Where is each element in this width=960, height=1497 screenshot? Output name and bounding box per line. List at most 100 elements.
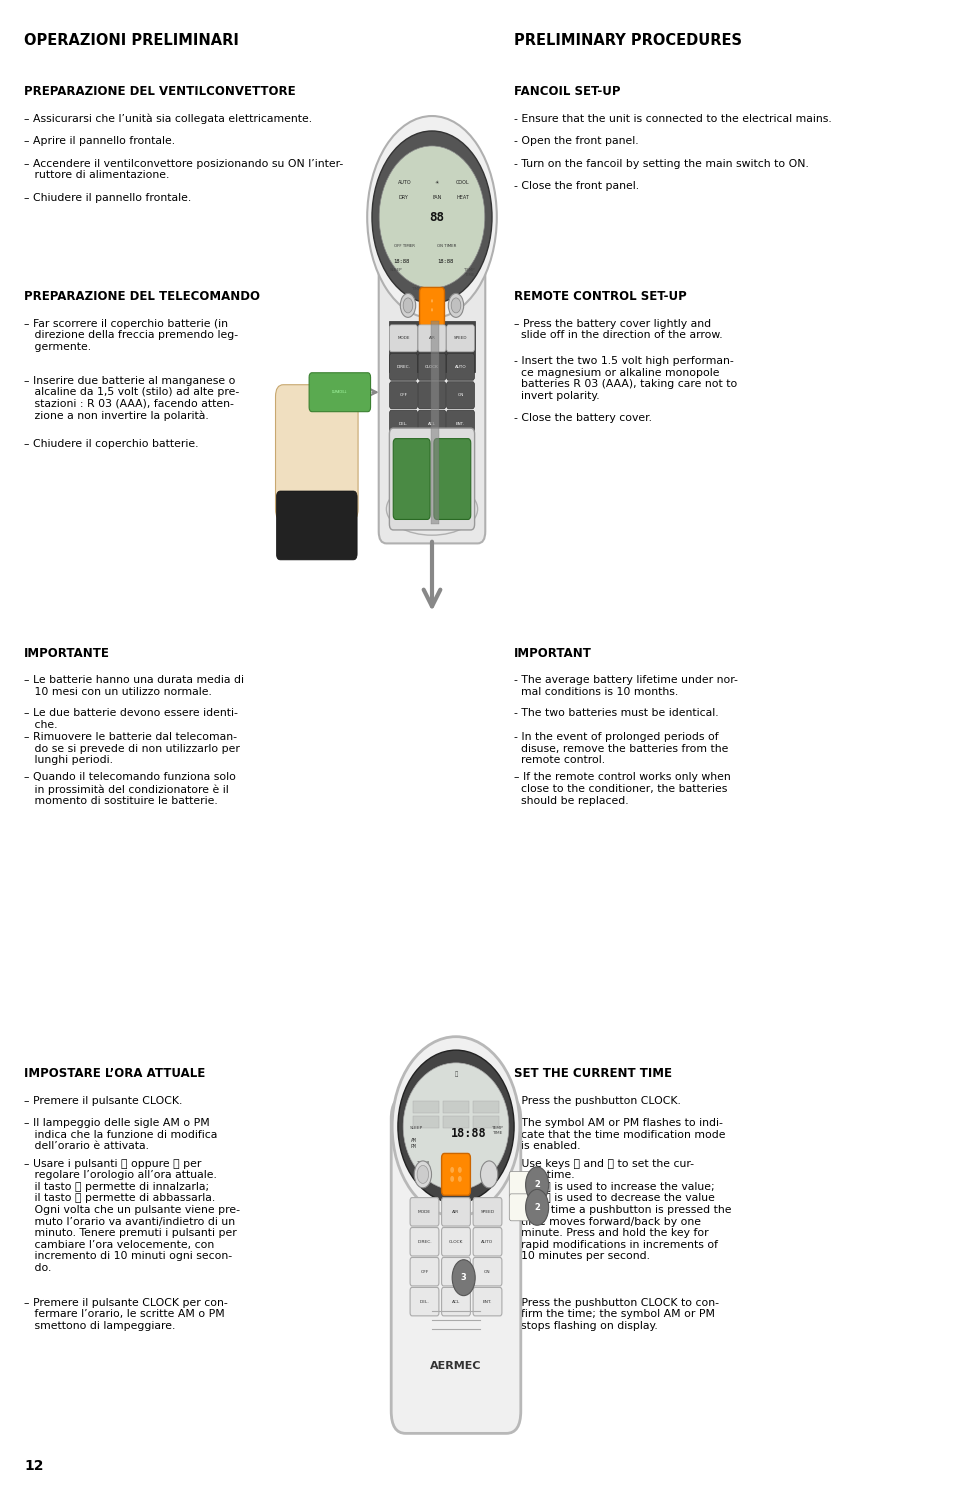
Text: 2: 2 [534,1202,540,1213]
Circle shape [452,1259,475,1295]
Circle shape [431,308,433,311]
Circle shape [451,298,461,313]
Text: - Press the pushbutton CLOCK.: - Press the pushbutton CLOCK. [514,1096,681,1106]
Text: AUTO: AUTO [455,365,467,368]
Text: IMPOSTARE L’ORA ATTUALE: IMPOSTARE L’ORA ATTUALE [24,1067,205,1081]
Text: – Far scorrere il coperchio batterie (in
   direzione della freccia premendo leg: – Far scorrere il coperchio batterie (in… [24,319,238,352]
Text: CLOCK: CLOCK [449,1240,463,1244]
Text: AERMEC: AERMEC [430,1361,482,1371]
FancyBboxPatch shape [442,1257,470,1286]
Text: DRY: DRY [398,195,408,199]
Text: ON: ON [457,394,464,397]
Circle shape [450,1175,454,1183]
Text: CLOCK: CLOCK [425,365,439,368]
FancyBboxPatch shape [473,1228,502,1256]
Text: ACL: ACL [452,1299,460,1304]
FancyBboxPatch shape [410,1287,439,1316]
Text: - Close the front panel.: - Close the front panel. [514,181,638,192]
FancyBboxPatch shape [413,1117,439,1129]
Text: AIR: AIR [452,1210,460,1214]
Text: – If the remote control works only when
  close to the conditioner, the batterie: – If the remote control works only when … [514,772,731,805]
Text: SET THE CURRENT TIME: SET THE CURRENT TIME [514,1067,672,1081]
Text: TIMER: TIMER [411,287,424,292]
Text: 📶: 📶 [454,1072,458,1078]
Circle shape [526,1189,549,1225]
FancyBboxPatch shape [420,287,444,326]
Text: FANCOIL SET-UP: FANCOIL SET-UP [514,85,620,99]
Text: – Press the battery cover lightly and
  slide off in the direction of the arrow.: – Press the battery cover lightly and sl… [514,319,722,340]
Circle shape [403,298,413,313]
Text: IMPORTANT: IMPORTANT [514,647,591,660]
FancyBboxPatch shape [390,428,474,530]
FancyBboxPatch shape [419,353,445,380]
Circle shape [450,1168,454,1174]
Circle shape [480,1162,497,1189]
Text: – Accendere il ventilconvettore posizionando su ON l’inter-
   ruttore di alimen: – Accendere il ventilconvettore posizion… [24,159,344,180]
Text: – Le batterie hanno una durata media di
   10 mesi con un utilizzo normale.: – Le batterie hanno una durata media di … [24,675,244,696]
Circle shape [526,1168,549,1204]
FancyBboxPatch shape [473,1198,502,1226]
Text: TEMP
TIME: TEMP TIME [491,1126,503,1135]
Text: – Il lampeggio delle sigle AM o PM
   indica che la funzione di modifica
   dell: – Il lampeggio delle sigle AM o PM indic… [24,1118,217,1151]
Text: AUTO: AUTO [481,1240,493,1244]
Text: - Turn on the fancoil by setting the main switch to ON.: - Turn on the fancoil by setting the mai… [514,159,808,169]
Text: OFF: OFF [420,1269,429,1274]
Text: MODE: MODE [418,1210,431,1214]
FancyBboxPatch shape [442,1153,470,1195]
Text: DEL.: DEL. [398,422,408,425]
FancyBboxPatch shape [390,353,418,380]
FancyBboxPatch shape [434,439,470,519]
Text: 3: 3 [461,1272,467,1283]
FancyBboxPatch shape [378,249,486,543]
Circle shape [417,1165,428,1183]
Text: REMOTE CONTROL SET-UP: REMOTE CONTROL SET-UP [514,290,686,304]
FancyBboxPatch shape [444,1117,468,1129]
Text: – Premere il pulsante CLOCK.: – Premere il pulsante CLOCK. [24,1096,182,1106]
FancyBboxPatch shape [444,1102,468,1114]
Text: FAN: FAN [432,195,442,199]
Text: – Premere il pulsante CLOCK per con-
   fermare l’orario, le scritte AM o PM
   : – Premere il pulsante CLOCK per con- fer… [24,1298,228,1331]
Text: - The symbol AM or PM flashes to indi-
  cate that the time modification mode
  : - The symbol AM or PM flashes to indi- c… [514,1118,725,1151]
Text: ☀: ☀ [435,180,439,184]
Text: - Press the pushbutton CLOCK to con-
  firm the time; the symbol AM or PM
  stop: - Press the pushbutton CLOCK to con- fir… [514,1298,719,1331]
Text: 18:88: 18:88 [451,1127,487,1141]
Text: – Quando il telecomando funziona solo
   in prossimità del condizionatore è il
 : – Quando il telecomando funziona solo in… [24,772,236,807]
FancyBboxPatch shape [509,1195,538,1222]
Text: - The two batteries must be identical.: - The two batteries must be identical. [514,708,718,719]
FancyBboxPatch shape [446,353,474,380]
Ellipse shape [398,1051,515,1204]
Circle shape [448,293,464,317]
Text: 2: 2 [534,1180,540,1190]
Text: – Aprire il pannello frontale.: – Aprire il pannello frontale. [24,136,175,147]
Text: - Close the battery cover.: - Close the battery cover. [514,413,652,424]
Text: HEAT: HEAT [456,195,468,199]
FancyBboxPatch shape [509,1171,538,1198]
FancyBboxPatch shape [410,1228,439,1256]
FancyBboxPatch shape [442,1228,470,1256]
Text: ENT.: ENT. [456,422,465,425]
Ellipse shape [379,145,485,287]
Text: – Usare i pulsanti Ⓐ oppure Ⓗ per
   regolare l’orologio all’ora attuale.
   il : – Usare i pulsanti Ⓐ oppure Ⓗ per regola… [24,1159,240,1272]
FancyBboxPatch shape [309,373,371,412]
Text: DIREC.: DIREC. [418,1240,432,1244]
Text: DURACELL: DURACELL [332,391,348,394]
Text: ON: ON [484,1269,491,1274]
Text: PREPARAZIONE DEL VENTILCONVETTORE: PREPARAZIONE DEL VENTILCONVETTORE [24,85,296,99]
Text: 12: 12 [24,1460,43,1473]
FancyBboxPatch shape [442,1287,470,1316]
Text: AM
PM: AM PM [411,1138,417,1150]
Text: OFF: OFF [399,394,407,397]
Text: – Inserire due batterie al manganese o
   alcaline da 1,5 volt (stilo) ad alte p: – Inserire due batterie al manganese o a… [24,376,239,421]
Ellipse shape [403,1063,509,1190]
Text: SLEEP: SLEEP [390,268,402,272]
Text: IMPORTANTE: IMPORTANTE [24,647,109,660]
Text: – Rimuovere le batterie dal telecoman-
   do se si prevede di non utilizzarlo pe: – Rimuovere le batterie dal telecoman- d… [24,732,240,765]
FancyBboxPatch shape [442,1198,470,1226]
Text: - Ensure that the unit is connected to the electrical mains.: - Ensure that the unit is connected to t… [514,114,831,124]
Text: - Insert the two 1.5 volt high performan-
  ce magnesium or alkaline monopole
  : - Insert the two 1.5 volt high performan… [514,356,737,401]
FancyBboxPatch shape [390,382,418,409]
FancyBboxPatch shape [390,410,418,437]
Text: PRELIMINARY PROCEDURES: PRELIMINARY PROCEDURES [514,33,741,48]
Text: TIMER: TIMER [417,1162,429,1165]
FancyBboxPatch shape [276,491,357,560]
